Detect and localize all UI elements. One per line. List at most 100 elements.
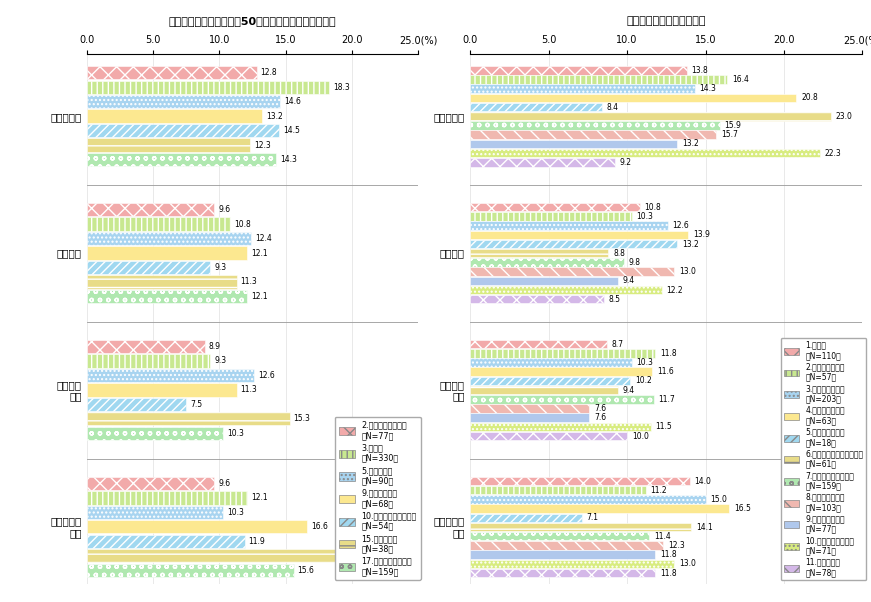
Bar [87,398,186,411]
Bar [470,131,717,139]
Bar [87,506,224,519]
Text: 16.4: 16.4 [733,75,749,84]
Text: 18.3: 18.3 [334,82,350,92]
Bar [470,358,631,367]
Bar [470,495,706,504]
Text: 12.4: 12.4 [255,234,272,243]
Text: 11.8: 11.8 [660,349,677,358]
Text: 8.4: 8.4 [607,102,618,111]
Bar [470,569,655,577]
Text: 15.3: 15.3 [294,414,310,423]
Text: 11.8: 11.8 [660,568,677,577]
Bar [470,432,627,440]
Title: 【業種別効果の平均】（50サンプル以上の業種のみ）: 【業種別効果の平均】（50サンプル以上の業種のみ） [169,16,336,26]
Bar [470,212,631,221]
Text: 7.6: 7.6 [594,413,606,422]
Bar [470,140,678,148]
Text: 13.8: 13.8 [692,66,708,75]
Text: 14.6: 14.6 [284,97,301,106]
Text: 10.3: 10.3 [637,358,653,367]
Text: 10.3: 10.3 [227,429,244,438]
Text: 9.4: 9.4 [623,386,635,395]
Text: 15.6: 15.6 [298,566,314,575]
Bar [470,267,674,276]
Text: 11.3: 11.3 [240,278,258,287]
Text: 7.6: 7.6 [594,404,606,413]
Text: 14.3: 14.3 [699,84,716,93]
Bar [87,369,254,382]
Bar [87,153,276,166]
Text: 11.3: 11.3 [240,385,258,394]
Bar [87,203,214,216]
Text: 14.1: 14.1 [696,523,712,532]
Bar [87,124,279,137]
Bar [470,541,663,550]
Bar [87,340,205,353]
Bar [87,261,210,274]
Text: 14.5: 14.5 [283,126,300,135]
Text: 9.2: 9.2 [619,158,631,167]
Text: 13.0: 13.0 [679,559,696,568]
Bar [87,563,294,577]
Text: 9.8: 9.8 [629,258,641,267]
Bar [470,405,590,413]
Bar [470,94,796,102]
Text: 9.3: 9.3 [214,356,226,365]
Bar [87,427,224,440]
Bar [470,486,646,494]
Bar [87,232,251,245]
Text: 8.7: 8.7 [611,340,624,349]
Text: 12.1: 12.1 [251,494,268,503]
Text: 15.9: 15.9 [725,121,741,130]
Text: 19.8: 19.8 [354,551,370,560]
Text: 9.3: 9.3 [214,263,226,272]
Text: 9.6: 9.6 [218,479,230,488]
Bar [87,355,210,368]
Text: 13.0: 13.0 [679,267,696,276]
Bar [470,75,727,84]
Text: 8.5: 8.5 [608,295,620,304]
Text: 11.9: 11.9 [248,537,266,546]
Bar [87,275,237,288]
Text: 14.0: 14.0 [694,477,712,486]
Bar [470,222,668,230]
Bar [470,423,651,431]
Bar [87,535,245,548]
Text: 12.3: 12.3 [254,140,271,149]
Bar [87,95,280,108]
Bar [87,66,257,79]
Text: 10.2: 10.2 [635,376,652,385]
Text: 12.8: 12.8 [260,68,277,77]
Text: 14.3: 14.3 [280,155,297,164]
Text: 15.7: 15.7 [721,130,738,139]
Bar [470,514,582,522]
Bar [87,383,237,397]
Text: 11.8: 11.8 [660,550,677,559]
Bar [470,112,831,120]
Text: 9.4: 9.4 [623,276,635,285]
Bar [470,249,608,258]
Bar [470,367,652,376]
Text: 12.6: 12.6 [258,371,274,380]
Text: 12.1: 12.1 [251,249,268,258]
Text: 10.3: 10.3 [637,212,653,221]
Text: 11.5: 11.5 [655,423,672,432]
Bar [87,491,247,504]
Bar [470,240,678,248]
Text: 23.0: 23.0 [835,112,853,121]
Text: 16.5: 16.5 [733,504,751,513]
Text: 10.8: 10.8 [234,220,251,229]
Text: 7.5: 7.5 [191,400,202,409]
Bar [470,395,654,403]
Bar [470,349,655,358]
Bar [470,523,692,531]
Bar [87,138,250,152]
Text: 12.1: 12.1 [251,292,268,301]
Text: 13.2: 13.2 [266,111,282,120]
Bar [87,290,247,303]
Text: 8.8: 8.8 [613,249,625,258]
Bar [87,520,307,533]
Bar [470,377,631,385]
Text: 12.6: 12.6 [672,221,689,230]
Bar [470,158,615,167]
